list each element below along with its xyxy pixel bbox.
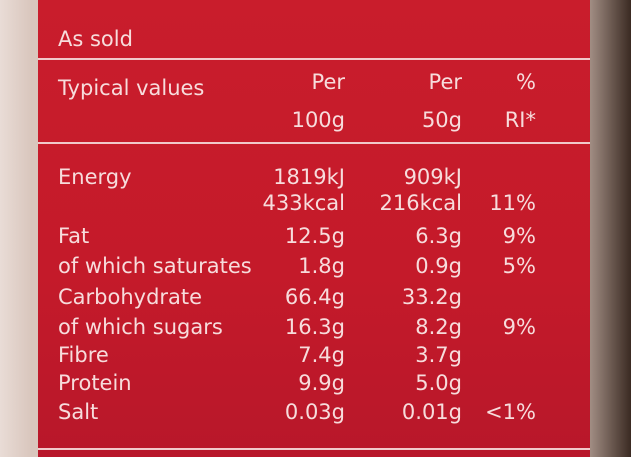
nutrient-value: 8.2g <box>415 315 462 339</box>
nutrient-value: 9.9g <box>298 371 345 395</box>
nutrient-value: <1% <box>485 400 536 424</box>
rule <box>38 58 590 60</box>
nutrient-value: 7.4g <box>298 343 345 367</box>
nutrient-value: 9% <box>502 224 536 248</box>
nutrient-value: 0.01g <box>401 400 462 424</box>
nutrient-name: Protein <box>58 371 132 395</box>
nutrient-value: 11% <box>489 191 536 215</box>
column-header: Per <box>311 70 345 94</box>
nutrient-value: 16.3g <box>284 315 345 339</box>
column-header: Typical values <box>58 76 205 100</box>
nutrient-value: 12.5g <box>284 224 345 248</box>
nutrient-name: Fat <box>58 224 90 248</box>
nutrient-value: 0.03g <box>284 400 345 424</box>
column-header: % <box>516 70 536 94</box>
section-title: As sold <box>58 27 133 51</box>
nutrient-value: 66.4g <box>284 285 345 309</box>
nutrient-name: of which sugars <box>58 315 223 339</box>
nutrient-value: 33.2g <box>401 285 462 309</box>
nutrient-name: Energy <box>58 165 132 189</box>
nutrient-value: 1.8g <box>298 254 345 278</box>
column-header: 100g <box>291 108 345 132</box>
nutrient-value: 0.9g <box>415 254 462 278</box>
nutrient-name: Fibre <box>58 343 109 367</box>
nutrient-value: 1819kJ <box>273 165 345 189</box>
column-header: 50g <box>421 108 462 132</box>
rule <box>38 142 590 144</box>
nutrient-value: 9% <box>502 315 536 339</box>
column-header: Per <box>428 70 462 94</box>
rule <box>38 448 590 450</box>
nutrient-value: 5% <box>502 254 536 278</box>
nutrient-name: of which saturates <box>58 254 252 278</box>
nutrition-panel: As sold Typical values Per 100g Per 50g% RI* En… <box>38 0 590 457</box>
nutrient-name: Salt <box>58 400 99 424</box>
nutrient-value: 6.3g <box>415 224 462 248</box>
nutrient-value: 3.7g <box>415 343 462 367</box>
nutrient-name: Carbohydrate <box>58 285 203 309</box>
nutrient-value: 909kJ <box>403 165 462 189</box>
nutrient-value: 216kcal <box>379 191 463 215</box>
nutrient-value: 433kcal <box>262 191 346 215</box>
nutrient-value: 5.0g <box>415 371 462 395</box>
column-header: RI* <box>504 108 536 132</box>
